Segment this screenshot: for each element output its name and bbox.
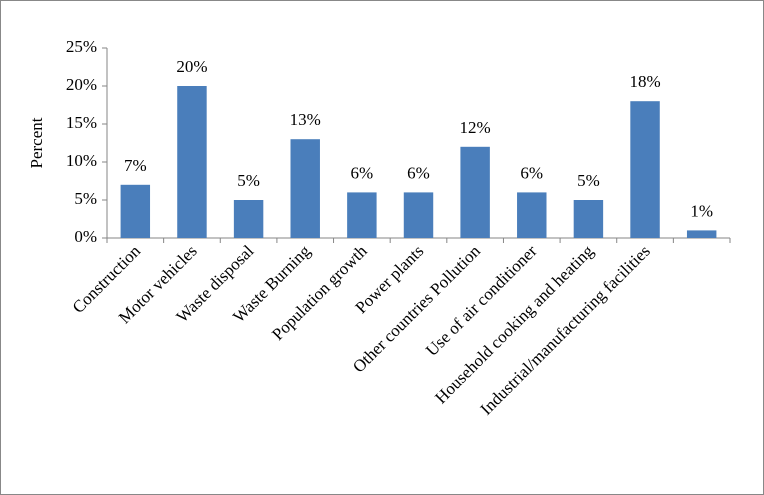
bar xyxy=(630,101,660,238)
bar xyxy=(233,200,264,238)
y-tick-label: 20% xyxy=(66,75,97,94)
data-label: 20% xyxy=(176,57,207,76)
bar xyxy=(403,192,434,238)
data-label: 6% xyxy=(407,163,430,182)
y-axis-label: Percent xyxy=(27,117,46,168)
data-label: 6% xyxy=(351,163,374,182)
data-label: 18% xyxy=(629,72,660,91)
bar xyxy=(290,139,320,238)
bar xyxy=(177,86,207,238)
bar xyxy=(517,192,547,238)
data-label: 1% xyxy=(690,201,713,220)
data-label: 13% xyxy=(290,110,321,129)
data-label: 7% xyxy=(124,156,147,175)
data-label: 12% xyxy=(460,118,491,137)
bar xyxy=(120,184,151,238)
bar xyxy=(347,192,377,238)
y-tick-label: 0% xyxy=(74,227,97,246)
y-tick-label: 25% xyxy=(66,37,97,56)
data-label: 6% xyxy=(520,163,543,182)
y-tick-label: 10% xyxy=(66,151,97,170)
data-label: 5% xyxy=(237,171,260,190)
bar xyxy=(460,146,490,238)
y-tick-label: 5% xyxy=(74,189,97,208)
data-label: 5% xyxy=(577,171,600,190)
bar xyxy=(686,230,717,238)
y-tick-label: 15% xyxy=(66,113,97,132)
bar xyxy=(573,200,604,238)
